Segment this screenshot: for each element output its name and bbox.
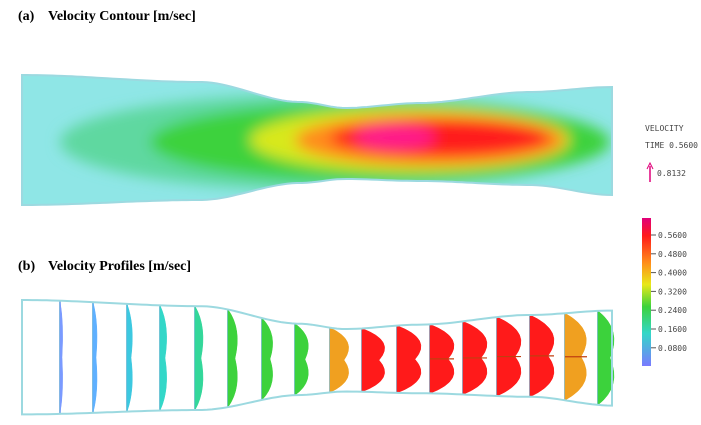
legend-time: TIME 0.5600 (645, 141, 698, 150)
legend-scale: 0.8132 (657, 169, 686, 178)
colorbar-label: 0.4800 (658, 250, 687, 259)
velocity-profile (160, 305, 167, 410)
velocity-profile (228, 310, 237, 408)
velocity-profile (127, 304, 132, 412)
velocity-profile (295, 324, 308, 396)
velocity-profile (262, 318, 273, 400)
colorbar-label: 0.5600 (658, 231, 687, 240)
colorbar (642, 218, 651, 366)
velocity-profile (60, 301, 63, 414)
panel-title: Velocity Profiles [m/sec] (48, 259, 191, 274)
colorbar-label: 0.1600 (658, 325, 687, 334)
colorbar-ticks: 0.5600 0.4800 0.4000 0.3200 0.2400 0.1600 0.08… (651, 231, 687, 353)
velocity-profile (330, 328, 349, 393)
velocity-profile (93, 302, 97, 413)
profile-core (598, 327, 609, 388)
velocity-profile (195, 306, 203, 410)
profile-core (362, 340, 377, 381)
figure: (a) Velocity Contour [m/sec] VELOCITY TI… (0, 0, 701, 425)
legend-quantity: VELOCITY (645, 124, 684, 133)
colorbar-label: 0.2400 (658, 306, 687, 315)
colorbar-label: 0.0800 (658, 344, 687, 353)
profile-core (397, 337, 413, 381)
panel-label: (b) (18, 259, 35, 274)
duct-wall (22, 300, 612, 414)
colorbar-label: 0.3200 (658, 287, 687, 296)
panel-label: (a) (18, 9, 35, 24)
colorbar-label: 0.4000 (658, 269, 687, 278)
panel-title: Velocity Contour [m/sec] (48, 9, 196, 24)
